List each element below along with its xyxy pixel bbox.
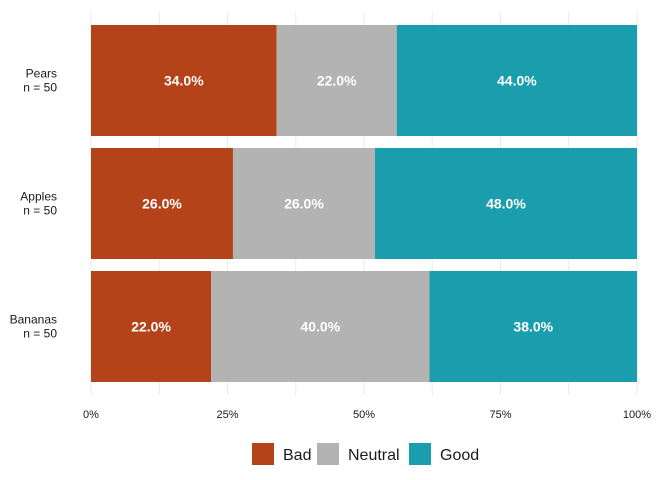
x-tick-label-3: 75% — [489, 409, 511, 421]
data-label-apples-good: 48.0% — [486, 196, 526, 212]
bar-apples-bad — [91, 148, 233, 259]
category-n-label-bananas: n = 50 — [23, 327, 57, 341]
x-tick-label-2: 50% — [353, 409, 375, 421]
legend-label-bad: Bad — [283, 447, 311, 464]
x-tick-label-0: 0% — [83, 409, 99, 421]
data-label-apples-neutral: 26.0% — [284, 196, 324, 212]
x-axis-ticks: 0% 25% 50% 75% 100% — [83, 409, 651, 421]
bar-bananas-bad — [91, 271, 212, 382]
category-label-bananas: Bananas — [10, 313, 57, 327]
bars: 34.0% 22.0% 44.0% 26.0% 26.0% 48.0% 22.0% 40.0%… — [91, 25, 637, 382]
data-label-apples-bad: 26.0% — [142, 196, 182, 212]
bar-apples-good — [374, 148, 637, 259]
legend-swatch-neutral — [317, 443, 339, 465]
data-label-pears-bad: 34.0% — [164, 73, 204, 89]
legend-swatch-good — [409, 443, 431, 465]
bar-pears-neutral — [276, 25, 397, 136]
data-label-bananas-good: 38.0% — [513, 319, 553, 335]
bar-apples-neutral — [232, 148, 375, 259]
data-label-bananas-neutral: 40.0% — [300, 319, 340, 335]
legend-label-neutral: Neutral — [348, 447, 400, 464]
data-label-bananas-bad: 22.0% — [131, 319, 171, 335]
legend-swatch-bad — [252, 443, 274, 465]
category-label-apples: Apples — [20, 190, 57, 204]
legend-label-good: Good — [440, 447, 479, 464]
bar-pears-good — [396, 25, 637, 136]
data-label-pears-neutral: 22.0% — [317, 73, 357, 89]
legend: Bad Neutral Good — [252, 443, 479, 465]
x-tick-label-4: 100% — [623, 409, 651, 421]
data-label-pears-good: 44.0% — [497, 73, 537, 89]
category-n-label-apples: n = 50 — [23, 204, 57, 218]
category-n-label-pears: n = 50 — [23, 81, 57, 95]
bar-bananas-neutral — [211, 271, 430, 382]
legend-item-bad: Bad — [252, 443, 311, 465]
legend-item-neutral: Neutral — [317, 443, 400, 465]
category-label-pears: Pears — [26, 67, 57, 81]
bar-pears-bad — [91, 25, 277, 136]
x-tick-label-1: 25% — [216, 409, 238, 421]
bar-bananas-good — [429, 271, 637, 382]
legend-item-good: Good — [409, 443, 479, 465]
